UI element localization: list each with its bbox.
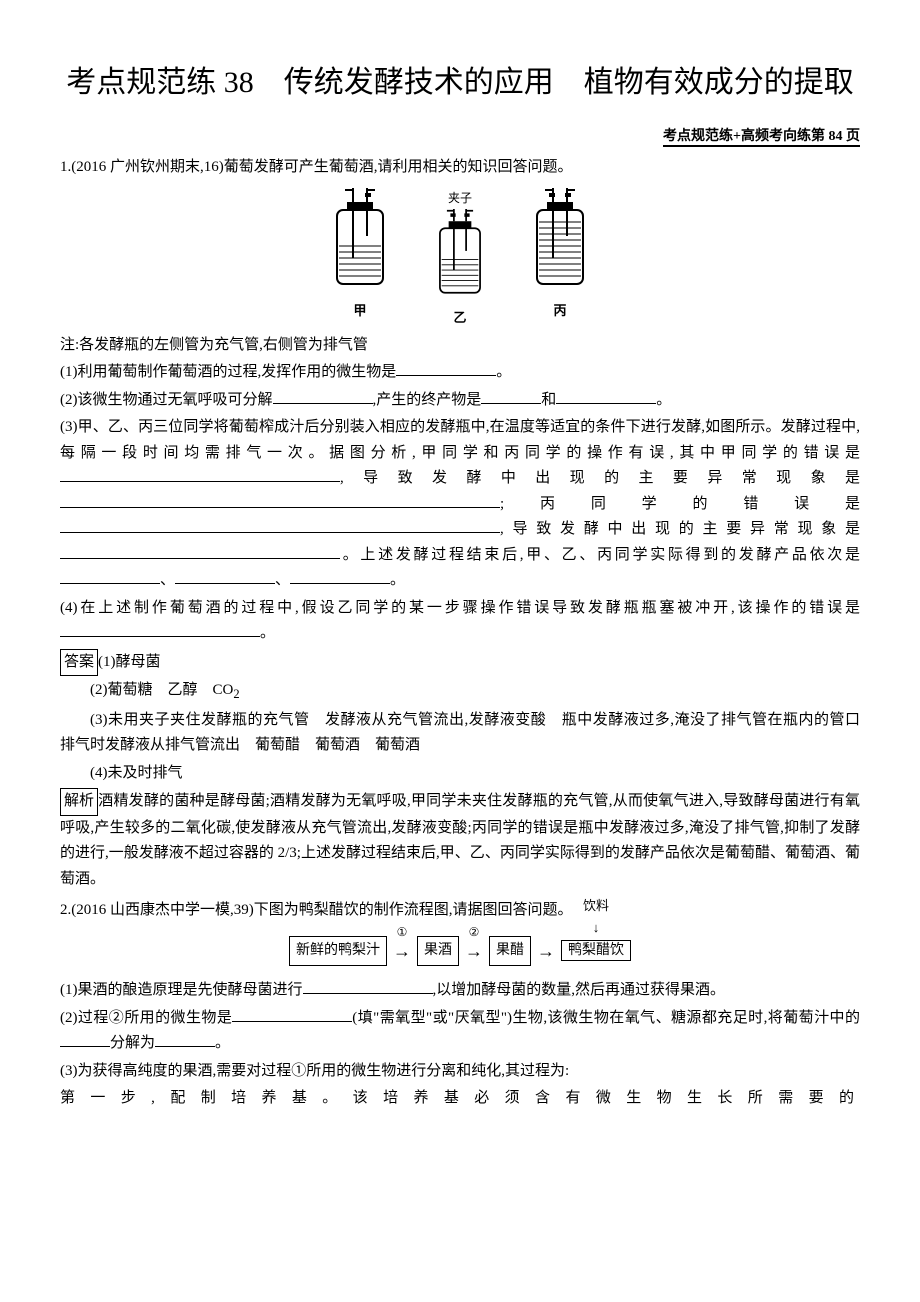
page-reference: 考点规范练+高频考向练第 84 页 <box>60 125 860 149</box>
q2-flowchart: 新鲜的鸭梨汁 ①→ 果酒 ②→ 果醋 → 饮料 ↓ 鸭梨醋饮 <box>60 936 860 967</box>
q1-p2: (2)该微生物通过无氧呼吸可分解,产生的终产物是和。 <box>60 388 860 414</box>
flow-node-2: 果酒 <box>417 936 459 966</box>
q1-a3: (3)未用夹子夹住发酵瓶的充气管 发酵液从充气管流出,发酵液变酸 瓶中发酵液过多… <box>60 708 860 759</box>
flow-node-3: 果醋 <box>489 936 531 966</box>
q1-p4: (4)在上述制作葡萄酒的过程中,假设乙同学的某一步骤操作错误导致发酵瓶瓶塞被冲开… <box>60 596 860 647</box>
page-title: 考点规范练 38 传统发酵技术的应用 植物有效成分的提取 <box>60 60 860 105</box>
blank <box>60 543 340 559</box>
blank <box>232 1006 352 1022</box>
blank <box>60 466 340 482</box>
blank <box>60 1031 110 1047</box>
blank <box>556 388 656 404</box>
jar-jia: 甲 <box>325 188 395 328</box>
blank <box>290 568 390 584</box>
q2-p3: (3)为获得高纯度的果酒,需要对过程①所用的微生物进行分离和纯化,其过程为: <box>60 1059 860 1085</box>
answer-label: 答案 <box>60 649 98 677</box>
q2-p1: (1)果酒的酿造原理是先使酵母菌进行,以增加酵母菌的数量,然后再通过获得果酒。 <box>60 978 860 1004</box>
jar-jia-label: 甲 <box>325 300 395 322</box>
blank <box>481 388 541 404</box>
flow-arrow-3: → <box>537 936 555 967</box>
jar-bing-label: 丙 <box>525 300 595 322</box>
flow-drink-label: 饮料 <box>583 898 609 913</box>
blank <box>60 492 500 508</box>
flow-node-4: 鸭梨醋饮 <box>561 940 631 961</box>
q1-answer: 答案(1)酵母菌 <box>60 649 860 677</box>
jar-bing: 丙 <box>525 188 595 328</box>
blank <box>60 568 160 584</box>
q2-p3-step: 第一步,配制培养基。该培养基必须含有微生物生长所需要的 <box>60 1086 860 1112</box>
down-arrow-icon: ↓ <box>593 920 600 935</box>
q1-p3: (3)甲、乙、丙三位同学将葡萄榨成汁后分别装入相应的发酵瓶中,在温度等适宜的条件… <box>60 415 860 594</box>
clip-label: 夹子 <box>425 188 495 208</box>
blank <box>396 360 496 376</box>
q1-a4: (4)未及时排气 <box>60 761 860 787</box>
page-reference-text: 考点规范练+高频考向练第 84 页 <box>663 129 860 147</box>
q1-a2: (2)葡萄糖 乙醇 CO2 <box>60 678 860 705</box>
explanation-label: 解析 <box>60 788 98 816</box>
blank <box>175 568 275 584</box>
jar-yi-label: 乙 <box>425 307 495 329</box>
blank <box>273 388 373 404</box>
blank <box>60 621 260 637</box>
flow-arrow-1: ①→ <box>393 936 411 967</box>
blank <box>303 978 433 994</box>
blank <box>155 1031 215 1047</box>
blank <box>60 517 500 533</box>
flow-arrow-2: ②→ <box>465 936 483 967</box>
flow-node-1: 新鲜的鸭梨汁 <box>289 936 387 966</box>
q2-stem: 2.(2016 山西康杰中学一模,39)下图为鸭梨醋饮的制作流程图,请据图回答问… <box>60 898 860 924</box>
q1-note: 注:各发酵瓶的左侧管为充气管,右侧管为排气管 <box>60 333 860 359</box>
jar-yi: 夹子 乙 <box>425 188 495 328</box>
q1-explanation: 解析酒精发酵的菌种是酵母菌;酒精发酵为无氧呼吸,甲同学未夹住发酵瓶的充气管,从而… <box>60 788 860 892</box>
q1-figure: 甲 夹子 乙 <box>60 188 860 328</box>
q1-p1: (1)利用葡萄制作葡萄酒的过程,发挥作用的微生物是。 <box>60 360 860 386</box>
q1-stem: 1.(2016 广州钦州期末,16)葡萄发酵可产生葡萄酒,请利用相关的知识回答问… <box>60 155 860 181</box>
q2-p2: (2)过程②所用的微生物是(填"需氧型"或"厌氧型")生物,该微生物在氧气、糖源… <box>60 1006 860 1057</box>
